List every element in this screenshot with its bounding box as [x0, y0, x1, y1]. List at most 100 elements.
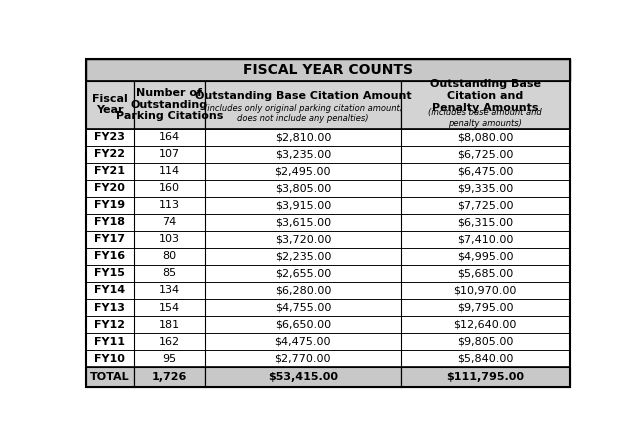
Bar [134, 248, 205, 265]
Text: $3,615.00: $3,615.00 [275, 217, 331, 227]
Text: $9,335.00: $9,335.00 [457, 183, 513, 193]
Text: 162: 162 [159, 337, 180, 347]
Bar [205, 145, 401, 163]
Bar [401, 316, 570, 333]
Bar [86, 81, 134, 129]
Bar [401, 333, 570, 350]
Text: $3,915.00: $3,915.00 [275, 200, 331, 210]
Text: (includes base amount and
penalty amounts): (includes base amount and penalty amount… [428, 108, 542, 128]
Text: 74: 74 [163, 217, 177, 227]
Bar [86, 214, 134, 231]
Bar [205, 265, 401, 282]
Text: FY14: FY14 [94, 286, 125, 295]
Bar [401, 145, 570, 163]
Text: $53,415.00: $53,415.00 [268, 372, 338, 382]
Text: $6,725.00: $6,725.00 [457, 149, 513, 159]
Text: Number of
Outstanding
Parking Citations: Number of Outstanding Parking Citations [116, 88, 223, 121]
Text: FY18: FY18 [94, 217, 125, 227]
Bar [86, 145, 134, 163]
Bar [205, 316, 401, 333]
Bar [401, 282, 570, 299]
Text: $2,655.00: $2,655.00 [275, 268, 331, 278]
Text: TOTAL: TOTAL [90, 372, 130, 382]
Text: $6,475.00: $6,475.00 [457, 166, 513, 176]
Text: $111,795.00: $111,795.00 [446, 372, 524, 382]
Bar [401, 265, 570, 282]
Bar [86, 248, 134, 265]
Bar [134, 163, 205, 179]
Text: $12,640.00: $12,640.00 [454, 320, 517, 330]
Text: $2,235.00: $2,235.00 [275, 251, 331, 261]
Text: 134: 134 [159, 286, 180, 295]
Text: 1,726: 1,726 [152, 372, 187, 382]
Bar [86, 59, 570, 81]
Text: $5,685.00: $5,685.00 [457, 268, 513, 278]
Text: 154: 154 [159, 302, 180, 312]
Bar [401, 214, 570, 231]
Text: $5,840.00: $5,840.00 [457, 354, 513, 364]
Text: 80: 80 [163, 251, 177, 261]
Bar [86, 265, 134, 282]
Text: $10,970.00: $10,970.00 [454, 286, 517, 295]
Text: FY23: FY23 [95, 132, 125, 142]
Bar [86, 179, 134, 197]
Text: FY16: FY16 [94, 251, 125, 261]
Bar [134, 214, 205, 231]
Bar [401, 179, 570, 197]
Bar [401, 231, 570, 248]
Text: FY10: FY10 [95, 354, 125, 364]
Text: $4,995.00: $4,995.00 [457, 251, 513, 261]
Bar [134, 197, 205, 214]
Bar [401, 248, 570, 265]
Bar [401, 350, 570, 367]
Bar [205, 282, 401, 299]
Bar [86, 367, 134, 387]
Bar [134, 265, 205, 282]
Text: 85: 85 [163, 268, 177, 278]
Text: 164: 164 [159, 132, 180, 142]
Text: Outstanding Base Citation Amount: Outstanding Base Citation Amount [195, 91, 411, 101]
Text: FY12: FY12 [94, 320, 125, 330]
Bar [86, 197, 134, 214]
Text: $6,650.00: $6,650.00 [275, 320, 331, 330]
Text: $9,805.00: $9,805.00 [457, 337, 513, 347]
Bar [86, 316, 134, 333]
Text: 107: 107 [159, 149, 180, 159]
Text: (includes only original parking citation amount;
does not include any penalties): (includes only original parking citation… [204, 103, 402, 123]
Bar [86, 282, 134, 299]
Text: $2,495.00: $2,495.00 [275, 166, 331, 176]
Text: FY20: FY20 [95, 183, 125, 193]
Bar [205, 214, 401, 231]
Bar [205, 231, 401, 248]
Bar [134, 282, 205, 299]
Text: 95: 95 [163, 354, 177, 364]
Bar [205, 129, 401, 145]
Text: $8,080.00: $8,080.00 [457, 132, 513, 142]
Bar [205, 179, 401, 197]
Bar [205, 248, 401, 265]
Text: $6,280.00: $6,280.00 [275, 286, 331, 295]
Bar [86, 231, 134, 248]
Bar [134, 145, 205, 163]
Bar [134, 231, 205, 248]
Text: $2,770.00: $2,770.00 [275, 354, 331, 364]
Text: FY17: FY17 [94, 234, 125, 244]
Text: FY22: FY22 [94, 149, 125, 159]
Bar [86, 163, 134, 179]
Text: $6,315.00: $6,315.00 [457, 217, 513, 227]
Text: FY21: FY21 [94, 166, 125, 176]
Text: $4,755.00: $4,755.00 [275, 302, 331, 312]
Bar [86, 129, 134, 145]
Bar [205, 299, 401, 316]
Text: $7,410.00: $7,410.00 [457, 234, 513, 244]
Bar [401, 129, 570, 145]
Bar [205, 350, 401, 367]
Text: 160: 160 [159, 183, 180, 193]
Bar [86, 299, 134, 316]
Bar [134, 367, 205, 387]
Text: $9,795.00: $9,795.00 [457, 302, 513, 312]
Bar [205, 367, 401, 387]
Bar [205, 163, 401, 179]
Bar [134, 350, 205, 367]
Text: FY11: FY11 [94, 337, 125, 347]
